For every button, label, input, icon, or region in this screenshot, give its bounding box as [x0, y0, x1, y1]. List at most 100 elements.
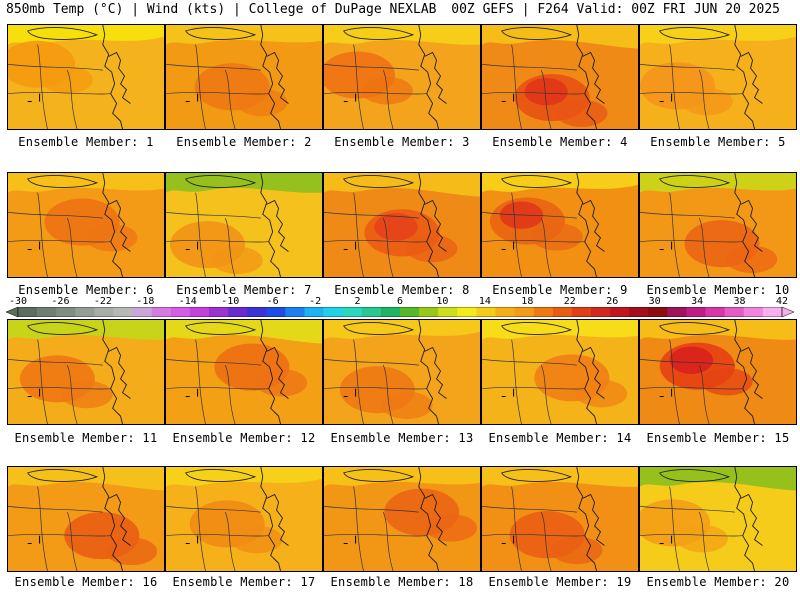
- coastline: [734, 467, 755, 571]
- isotherm-contour: [8, 358, 103, 366]
- colorbar-tick-label: 30: [648, 296, 661, 307]
- warm-region-secondary: [41, 66, 93, 94]
- isotherm-contour: [540, 364, 552, 424]
- temperature-map: [8, 320, 164, 424]
- isotherm-contour: [8, 386, 111, 390]
- ensemble-member-panel: [481, 172, 639, 278]
- cool-region: [166, 25, 322, 45]
- isotherm-contour: [698, 69, 710, 129]
- ensemble-member-panel: [323, 172, 481, 278]
- isotherm-contour: [482, 505, 577, 513]
- temperature-map: [8, 25, 164, 129]
- colorbar-segment: [533, 307, 554, 317]
- colorbar-segment: [189, 307, 210, 317]
- cool-region: [640, 173, 796, 193]
- warm-region-secondary: [681, 87, 733, 116]
- cool-region: [324, 467, 480, 487]
- isotherm-contour: [482, 239, 585, 243]
- warm-region-secondary: [725, 245, 778, 274]
- colorbar-tick-label: -22: [93, 296, 112, 307]
- cool-region: [8, 320, 164, 340]
- great-lakes-outline: [501, 175, 573, 188]
- isotherm-contour: [166, 91, 269, 95]
- isotherm-contour: [66, 364, 78, 424]
- warm-region-secondary: [405, 234, 458, 263]
- great-lakes-outline: [659, 469, 731, 482]
- ensemble-member-label: Ensemble Member: 19: [488, 575, 632, 589]
- colorbar-tick-label: 2: [354, 296, 361, 307]
- temperature-map: [324, 173, 480, 277]
- warm-region-secondary: [236, 88, 288, 117]
- great-lakes-outline: [27, 175, 99, 188]
- colorbar-segment: [56, 307, 76, 317]
- isotherm-contour: [37, 44, 48, 129]
- ensemble-member-panel: [165, 319, 323, 425]
- colorbar-arrow-right: [781, 307, 794, 317]
- isotherm-contour: [482, 211, 577, 219]
- isotherm-contour: [511, 192, 522, 277]
- isotherm-contour: [482, 358, 577, 366]
- ensemble-member-label: Ensemble Member: 7: [176, 283, 312, 297]
- ensemble-member-panel: [323, 24, 481, 130]
- coastline: [740, 346, 763, 399]
- temperature-map: [482, 25, 638, 129]
- temperature-map: [482, 320, 638, 424]
- temperature-map: [8, 467, 164, 571]
- ensemble-member-panel: [7, 466, 165, 572]
- isotherm-contour: [324, 358, 419, 366]
- coastline: [418, 173, 439, 277]
- isotherm-contour: [195, 192, 206, 277]
- colorbar-segment: [571, 307, 592, 317]
- ensemble-member-label: Ensemble Member: 8: [334, 283, 470, 297]
- colorbar-segment: [132, 307, 152, 317]
- colorbar-segment: [228, 307, 248, 317]
- ensemble-member-panel: [165, 172, 323, 278]
- colorbar-tick-label: -26: [51, 296, 70, 307]
- cool-region: [640, 25, 796, 45]
- isotherm-contour: [224, 69, 236, 129]
- cool-region: [324, 25, 480, 45]
- isotherm-contour: [37, 339, 48, 424]
- isotherm-contour: [37, 486, 48, 571]
- coastline: [418, 467, 439, 571]
- coastline: [102, 25, 123, 129]
- ensemble-member-label: Ensemble Member: 16: [14, 575, 158, 589]
- colorbar-segment: [514, 307, 534, 317]
- colorbar-segment: [476, 307, 496, 317]
- warm-region-secondary: [255, 369, 308, 397]
- coastline: [108, 199, 131, 252]
- isotherm-contour: [482, 533, 585, 537]
- ensemble-member-label: Ensemble Member: 18: [330, 575, 474, 589]
- ensemble-member-label: Ensemble Member: 17: [172, 575, 316, 589]
- isotherm-contour: [640, 91, 743, 95]
- hot-core-region: [524, 77, 568, 106]
- coastline: [582, 493, 605, 546]
- warm-region-secondary: [231, 525, 283, 554]
- ensemble-member-label: Ensemble Member: 9: [492, 283, 628, 297]
- coastline: [266, 51, 289, 104]
- colorbar-segment: [113, 307, 133, 317]
- colorbar-segment: [438, 307, 458, 317]
- isotherm-contour: [166, 358, 261, 366]
- temperature-map: [166, 173, 322, 277]
- cool-region: [482, 173, 638, 193]
- colorbar-segment: [762, 307, 783, 317]
- isotherm-contour: [698, 364, 710, 424]
- coastline: [108, 493, 131, 546]
- isotherm-contour: [640, 533, 743, 537]
- isotherm-contour: [8, 91, 111, 95]
- great-lakes-outline: [343, 27, 415, 40]
- great-lakes-outline: [343, 469, 415, 482]
- isotherm-contour: [324, 239, 427, 243]
- ensemble-member-panel: [481, 466, 639, 572]
- coastline: [734, 173, 755, 277]
- temperature-map: [640, 25, 796, 129]
- ensemble-member-label: Ensemble Member: 11: [14, 431, 158, 445]
- isotherm-contour: [166, 211, 261, 219]
- coastline: [582, 199, 605, 252]
- isotherm-contour: [166, 386, 269, 390]
- isotherm-contour: [66, 217, 78, 277]
- ensemble-member-label: Ensemble Member: 6: [18, 283, 154, 297]
- warm-region-secondary: [381, 391, 433, 420]
- isotherm-contour: [195, 44, 206, 129]
